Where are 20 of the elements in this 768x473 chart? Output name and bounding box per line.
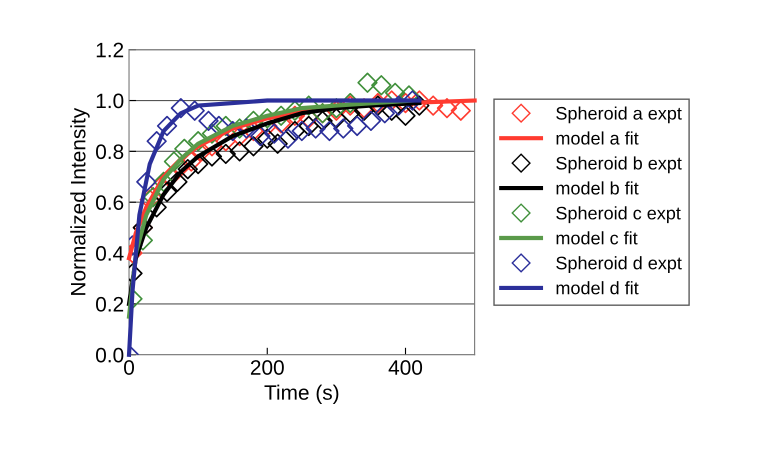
legend-label: Spheroid b expt: [556, 156, 682, 174]
y-tick-label: 0.8: [96, 144, 124, 160]
legend-label: model b fit: [556, 181, 639, 195]
y-axis-title: Normalized Intensity: [70, 108, 90, 295]
y-tick-label: 0.6: [96, 195, 124, 210]
legend-label: model c fit: [556, 231, 638, 244]
y-tick-label: 1.0: [96, 94, 124, 108]
legend-label: Spheroid a expt: [556, 106, 682, 124]
legend-label: model a fit: [556, 131, 639, 145]
y-tick-label: 0.0: [96, 348, 124, 363]
x-axis-title: Time (s): [264, 384, 338, 404]
y-tick-label: 1.2: [96, 42, 124, 58]
legend-label: model d fit: [556, 281, 639, 294]
y-tick-label: 0.2: [96, 296, 124, 312]
y-tick-label: 0.4: [96, 246, 124, 261]
legend-label: Spheroid c expt: [556, 206, 681, 224]
legend-label: Spheroid d expt: [556, 256, 682, 274]
x-tick-label: 200: [250, 360, 284, 375]
x-tick-label: 0: [124, 360, 134, 375]
x-tick-label: 400: [388, 360, 422, 375]
